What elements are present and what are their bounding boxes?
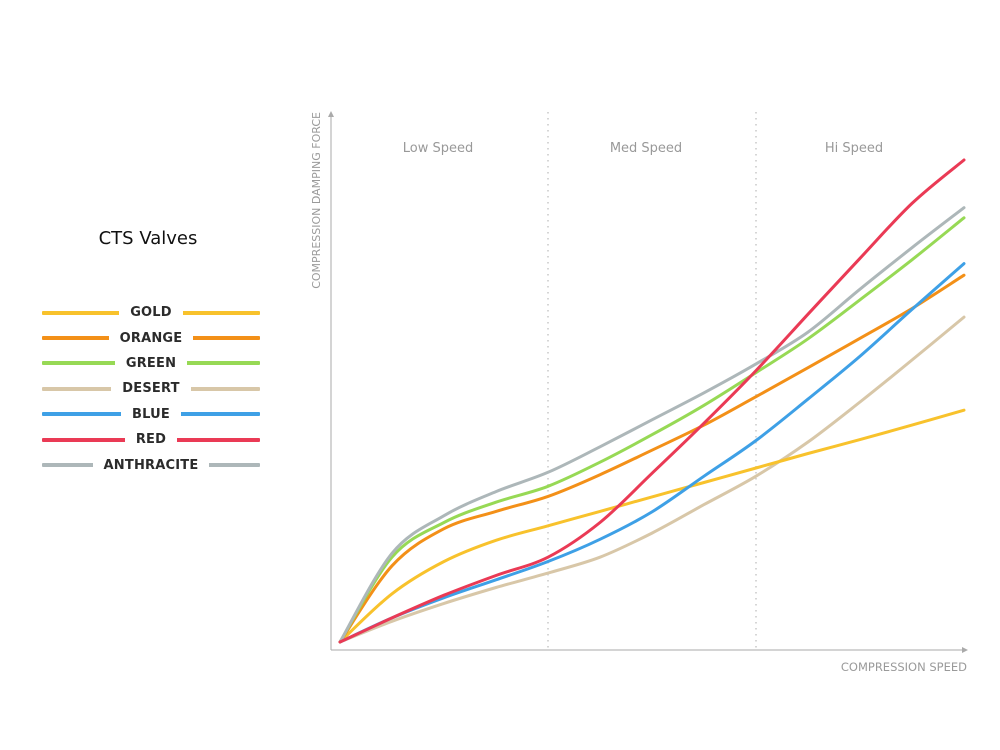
legend-item-gold: GOLD xyxy=(42,300,260,325)
legend-label: BLUE xyxy=(121,406,181,422)
series-line-anthracite xyxy=(338,206,966,644)
legend-label: GREEN xyxy=(114,355,188,371)
series-lines xyxy=(338,158,966,644)
legend-item-anthracite: ANTHRACITE xyxy=(42,452,260,477)
series-line-blue xyxy=(338,262,966,644)
legend-label: RED xyxy=(124,432,178,448)
series-line-desert xyxy=(338,315,966,644)
series-line-gold xyxy=(338,408,966,644)
y-axis-label: COMPRESSION DAMPING FORCE xyxy=(310,112,323,289)
region-label: Low Speed xyxy=(403,141,473,156)
region-label: Med Speed xyxy=(610,141,682,156)
x-axis-label: COMPRESSION SPEED xyxy=(841,660,967,674)
legend-item-desert: DESERT xyxy=(42,376,260,401)
legend-item-red: RED xyxy=(42,427,260,452)
y-axis-arrow xyxy=(328,111,334,117)
legend-label: ANTHRACITE xyxy=(92,457,210,473)
region-labels: Low Speed Med Speed Hi Speed xyxy=(403,141,883,156)
axes xyxy=(328,111,968,653)
legend: GOLD ORANGE GREEN DESERT BLUE RED ANTHRACITE xyxy=(42,300,260,478)
legend-label: ORANGE xyxy=(108,330,194,346)
legend-label: GOLD xyxy=(119,305,183,321)
x-axis-arrow xyxy=(962,647,968,653)
region-label: Hi Speed xyxy=(825,141,883,156)
series-line-red xyxy=(338,158,966,644)
legend-item-blue: BLUE xyxy=(42,402,260,427)
series-line-orange xyxy=(338,273,966,644)
series-line-green xyxy=(338,216,966,644)
legend-label: DESERT xyxy=(111,381,191,397)
legend-item-orange: ORANGE xyxy=(42,325,260,350)
legend-item-green: GREEN xyxy=(42,351,260,376)
chart-title: CTS Valves xyxy=(98,228,198,249)
